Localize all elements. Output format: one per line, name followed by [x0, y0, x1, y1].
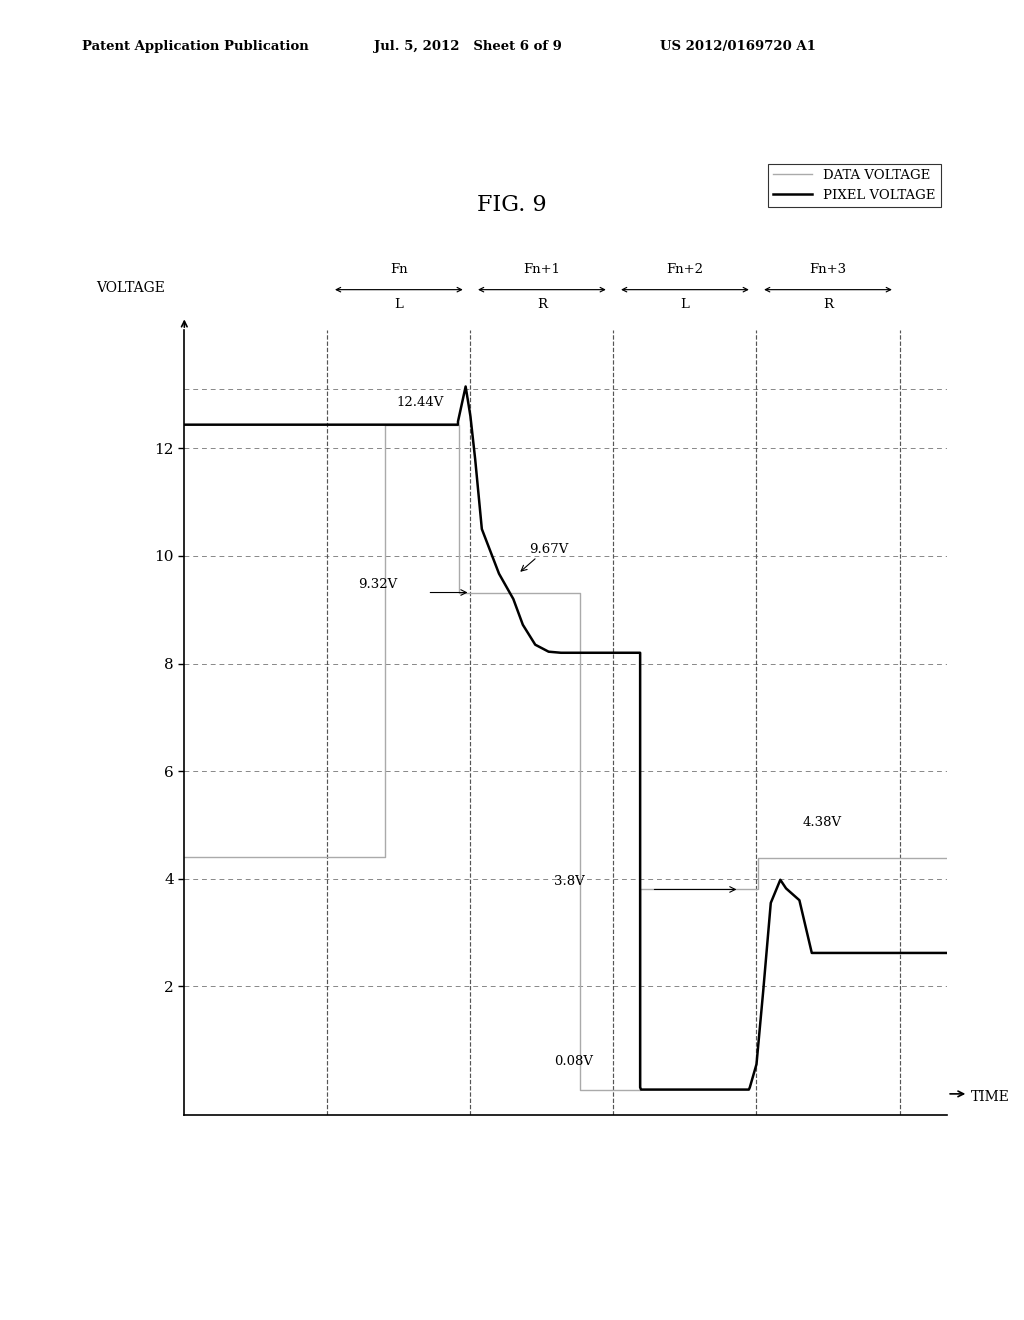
- Text: 9.67V: 9.67V: [529, 543, 569, 556]
- Text: R: R: [823, 298, 833, 312]
- Text: Fn+1: Fn+1: [523, 263, 560, 276]
- Text: Fn+3: Fn+3: [809, 263, 847, 276]
- Text: VOLTAGE: VOLTAGE: [96, 281, 166, 294]
- Text: Fn: Fn: [390, 263, 408, 276]
- Text: Patent Application Publication: Patent Application Publication: [82, 40, 308, 53]
- Text: Jul. 5, 2012   Sheet 6 of 9: Jul. 5, 2012 Sheet 6 of 9: [374, 40, 561, 53]
- Text: 3.8V: 3.8V: [554, 875, 585, 888]
- Text: US 2012/0169720 A1: US 2012/0169720 A1: [660, 40, 816, 53]
- Text: L: L: [394, 298, 403, 312]
- Text: 9.32V: 9.32V: [357, 578, 397, 591]
- Text: FIG. 9: FIG. 9: [477, 194, 547, 215]
- Text: R: R: [537, 298, 547, 312]
- Text: L: L: [681, 298, 689, 312]
- Text: 0.08V: 0.08V: [554, 1055, 593, 1068]
- Legend: DATA VOLTAGE, PIXEL VOLTAGE: DATA VOLTAGE, PIXEL VOLTAGE: [768, 164, 941, 207]
- Text: 4.38V: 4.38V: [802, 816, 842, 829]
- Text: TIME: TIME: [971, 1089, 1010, 1104]
- Text: 12.44V: 12.44V: [396, 396, 443, 409]
- Text: Fn+2: Fn+2: [667, 263, 703, 276]
